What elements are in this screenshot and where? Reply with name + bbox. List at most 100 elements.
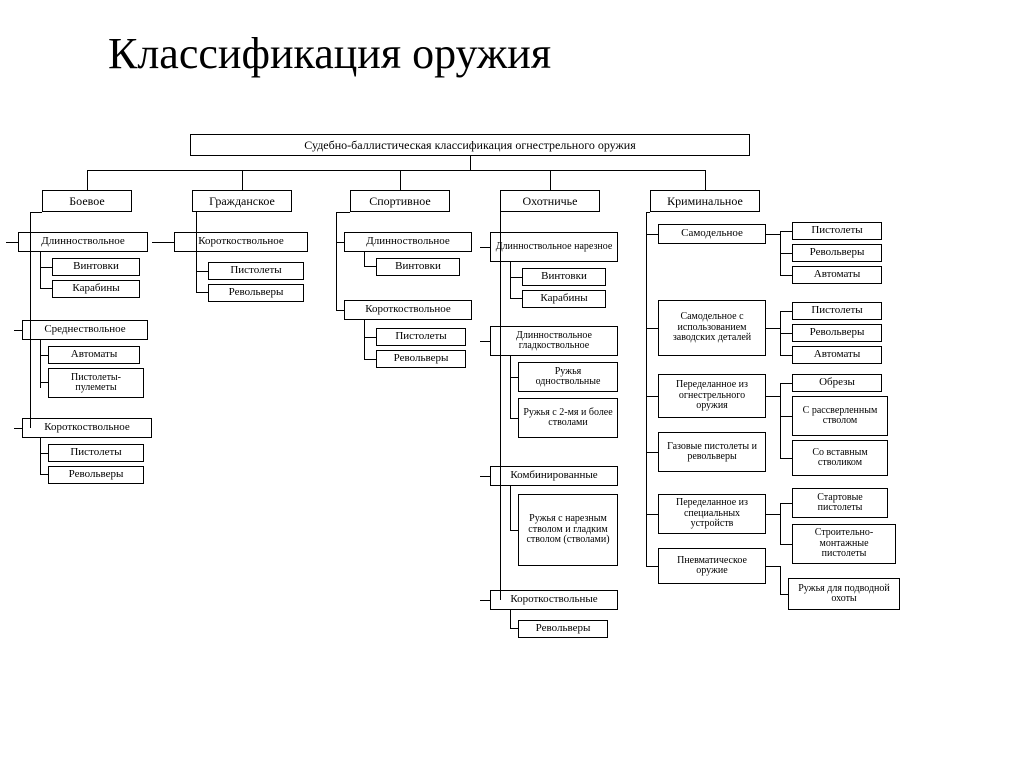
krim-c1r2: Револьверы: [792, 244, 882, 262]
connector-53: [646, 396, 658, 397]
connector-37: [480, 476, 490, 477]
connector-33: [364, 359, 376, 360]
ohot-g2a: Ружья одноствольные: [518, 362, 618, 392]
krim-c5r1: Стартовые пистолеты: [792, 488, 888, 518]
connector-61: [780, 275, 792, 276]
boevoe-g2b: Пистолеты-пулеметы: [48, 368, 144, 398]
ohot-g2: Длинноствольное гладкоствольное: [490, 326, 618, 356]
ohot-g1b: Карабины: [522, 290, 606, 308]
connector-44: [510, 418, 518, 419]
krim-c1: Самодельное: [658, 224, 766, 244]
connector-66: [780, 355, 792, 356]
connector-29: [364, 252, 365, 266]
ohot-g1a: Винтовки: [522, 268, 606, 286]
connector-65: [780, 333, 792, 334]
connector-2: [87, 170, 88, 190]
connector-34: [500, 212, 501, 600]
grazh-g1b: Револьверы: [208, 284, 304, 302]
krim-c2r1: Пистолеты: [792, 302, 882, 320]
page-title: Классификация оружия: [108, 28, 551, 79]
cat-boevoe: Боевое: [42, 190, 132, 212]
sport-g2a: Пистолеты: [376, 328, 466, 346]
connector-13: [40, 267, 52, 268]
sport-g1: Длинноствольное: [344, 232, 472, 252]
connector-43: [510, 377, 518, 378]
connector-3: [242, 170, 243, 190]
connector-47: [510, 610, 511, 628]
grazh-g1a: Пистолеты: [208, 262, 304, 280]
connector-75: [780, 544, 792, 545]
connector-28: [336, 310, 344, 311]
krim-c2r2: Револьверы: [792, 324, 882, 342]
krim-c3r2: С рассверленным стволом: [792, 396, 888, 436]
cat-sport: Спортивное: [350, 190, 450, 212]
connector-54: [646, 452, 658, 453]
connector-68: [780, 383, 781, 458]
connector-70: [780, 416, 792, 417]
cat-krim: Криминальное: [650, 190, 760, 212]
ohot-g4: Короткоствольные: [490, 590, 618, 610]
ohot-g3: Комбинированные: [490, 466, 618, 486]
boevoe-g2a: Автоматы: [48, 346, 140, 364]
connector-49: [646, 212, 647, 566]
krim-c1r1: Пистолеты: [792, 222, 882, 240]
connector-50: [646, 212, 650, 213]
boevoe-g3a: Пистолеты: [48, 444, 144, 462]
connector-12: [40, 252, 41, 288]
sport-g2: Короткоствольное: [344, 300, 472, 320]
connector-5: [550, 170, 551, 190]
connector-31: [364, 320, 365, 360]
connector-26: [336, 212, 350, 213]
connector-17: [40, 382, 48, 383]
sport-g2b: Револьверы: [376, 350, 466, 368]
connector-74: [780, 503, 792, 504]
ohot-g1: Длинноствольное нарезное: [490, 232, 618, 262]
connector-55: [646, 514, 658, 515]
connector-42: [510, 356, 511, 418]
boevoe-g1b: Карабины: [52, 280, 140, 298]
connector-45: [510, 486, 511, 530]
connector-21: [196, 212, 197, 292]
connector-6: [705, 170, 706, 190]
connector-52: [646, 328, 658, 329]
cat-ohot: Охотничье: [500, 190, 600, 212]
krim-c5: Переделанное из специальных устройств: [658, 494, 766, 534]
boevoe-g2: Среднествольное: [22, 320, 148, 340]
connector-22: [152, 242, 174, 243]
connector-57: [766, 234, 780, 235]
connector-9: [6, 242, 18, 243]
connector-40: [510, 277, 522, 278]
connector-4: [400, 170, 401, 190]
ohot-g2b: Ружья с 2-мя и более стволами: [518, 398, 618, 438]
connector-23: [196, 271, 208, 272]
connector-41: [510, 298, 522, 299]
connector-67: [766, 396, 780, 397]
connector-32: [364, 337, 376, 338]
connector-60: [780, 253, 792, 254]
connector-73: [780, 503, 781, 544]
root-box: Судебно-баллистическая классификация огн…: [190, 134, 750, 156]
connector-62: [766, 328, 780, 329]
boevoe-g1a: Винтовки: [52, 258, 140, 276]
connector-27: [336, 242, 344, 243]
connector-36: [480, 341, 490, 342]
connector-14: [40, 288, 52, 289]
krim-c3: Переделанное из огнестрельного оружия: [658, 374, 766, 418]
connector-18: [40, 438, 41, 474]
connector-72: [766, 514, 780, 515]
krim-c2: Самодельное с использованием заводских д…: [658, 300, 766, 356]
krim-c3r1: Обрезы: [792, 374, 882, 392]
connector-59: [780, 231, 792, 232]
connector-0: [470, 156, 471, 170]
connector-19: [40, 453, 48, 454]
ohot-g3a: Ружья с нарезным стволом и гладким ствол…: [518, 494, 618, 566]
connector-48: [510, 628, 518, 629]
krim-c7: Ружья для подводной охоты: [788, 578, 900, 610]
sport-g1a: Винтовки: [376, 258, 460, 276]
connector-16: [40, 355, 48, 356]
connector-46: [510, 530, 518, 531]
connector-64: [780, 311, 792, 312]
connector-77: [780, 566, 781, 594]
connector-69: [780, 383, 792, 384]
boevoe-g1: Длинноствольное: [18, 232, 148, 252]
